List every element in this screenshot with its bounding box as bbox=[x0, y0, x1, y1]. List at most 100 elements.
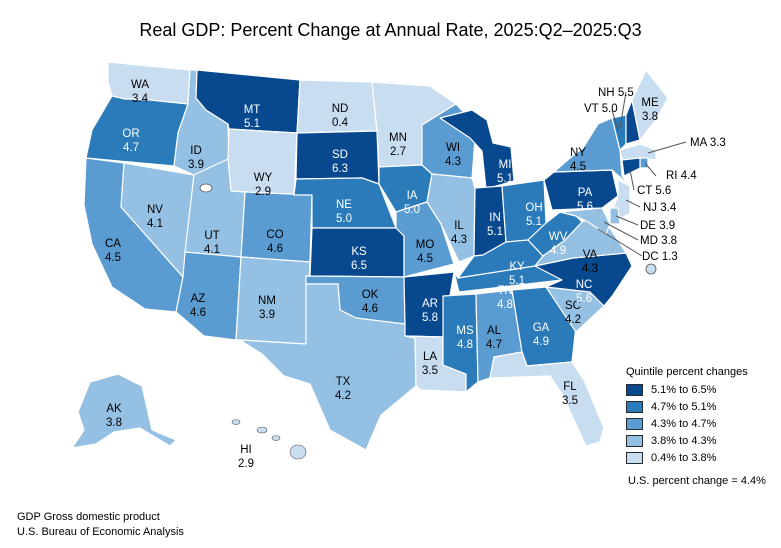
state-value: 4.9 bbox=[533, 336, 549, 348]
state-value: 4.6 bbox=[267, 243, 283, 255]
state-value: 4.1 bbox=[147, 218, 163, 230]
state-label-OK: OK 4.6 bbox=[362, 288, 379, 316]
state-label-IL: IL 4.3 bbox=[451, 219, 467, 247]
state-value: 4.7 bbox=[486, 339, 502, 351]
state-value: 4.4 bbox=[680, 170, 697, 182]
state-abbr: OR bbox=[122, 128, 140, 140]
legend-swatch bbox=[626, 452, 643, 464]
state-abbr: MD bbox=[640, 235, 658, 247]
callout-leaders bbox=[597, 91, 687, 257]
map-title: Real GDP: Percent Change at Annual Rate,… bbox=[139, 20, 642, 40]
state-label-MS: MS 4.8 bbox=[456, 324, 473, 352]
state-value: 3.5 bbox=[562, 395, 578, 407]
state-label-TN: TN 4.8 bbox=[497, 284, 513, 312]
state-label-CO: CO 4.6 bbox=[266, 228, 283, 256]
state-label-NC: NC 5.6 bbox=[576, 278, 593, 306]
state-HI bbox=[231, 419, 307, 460]
state-abbr: IL bbox=[454, 220, 464, 232]
state-value: 2.9 bbox=[255, 186, 271, 198]
state-label-NV: NV 4.1 bbox=[147, 203, 163, 231]
state-abbr: MO bbox=[415, 239, 435, 251]
state-abbr: WA bbox=[130, 79, 150, 91]
state-value: 4.3 bbox=[582, 263, 598, 275]
state-label-PA: PA 5.6 bbox=[577, 186, 593, 214]
state-label-KY: KY 5.1 bbox=[509, 260, 525, 288]
state-value: 5.1 bbox=[487, 226, 503, 238]
state-label-MT: MT 5.1 bbox=[244, 103, 261, 131]
state-label-AL: AL 4.7 bbox=[486, 324, 502, 352]
state-value: 3.3 bbox=[709, 137, 726, 149]
state-value: 3.9 bbox=[659, 220, 676, 232]
legend-item: 0.4% to 3.8% bbox=[626, 451, 748, 465]
state-WV bbox=[527, 211, 583, 257]
state-label-SD: SD 6.3 bbox=[332, 148, 348, 176]
state-label-FL: FL 3.5 bbox=[562, 380, 578, 408]
state-RI bbox=[639, 157, 649, 169]
state-abbr: OH bbox=[525, 202, 543, 214]
state-abbr: IN bbox=[489, 212, 501, 224]
legend-swatch bbox=[626, 401, 643, 413]
state-value: 3.4 bbox=[660, 202, 677, 214]
state-value: 5.8 bbox=[422, 312, 438, 324]
state-abbr: KY bbox=[509, 261, 525, 273]
state-value: 5.6 bbox=[655, 185, 672, 197]
state-label-OH: OH 5.1 bbox=[525, 201, 542, 229]
state-abbr: MT bbox=[243, 104, 261, 116]
state-label-OR: OR 4.7 bbox=[122, 127, 139, 155]
state-label-HI: HI 2.9 bbox=[238, 443, 254, 471]
state-FL bbox=[489, 351, 605, 447]
state-label-IA: IA 5.0 bbox=[404, 189, 420, 217]
state-abbr: ND bbox=[331, 103, 349, 115]
state-value: 5.1 bbox=[243, 118, 260, 130]
legend-label: 4.3% to 4.7% bbox=[651, 418, 717, 430]
state-value: 4.3 bbox=[445, 156, 461, 168]
state-label-ID: ID 3.9 bbox=[188, 144, 204, 172]
state-TX bbox=[239, 283, 417, 451]
state-abbr: HI bbox=[240, 444, 252, 456]
state-abbr: VA bbox=[582, 249, 598, 261]
state-label-AR: AR 5.8 bbox=[422, 297, 438, 325]
state-CT bbox=[621, 157, 641, 177]
state-abbr: CA bbox=[105, 238, 121, 250]
state-label-VA: VA 4.3 bbox=[582, 248, 598, 276]
lake-shapes bbox=[199, 183, 213, 193]
state-label-NY: NY 4.5 bbox=[570, 146, 586, 174]
state-value: 5.6 bbox=[576, 293, 592, 305]
state-abbr: MS bbox=[456, 325, 474, 337]
legend-item: 3.8% to 4.3% bbox=[626, 434, 748, 448]
state-abbr: NM bbox=[258, 295, 276, 307]
state-abbr: NY bbox=[570, 147, 586, 159]
state-abbr: MI bbox=[498, 159, 512, 171]
state-label-TX: TX 4.2 bbox=[335, 375, 351, 403]
state-abbr: NC bbox=[575, 279, 593, 291]
legend-label: 4.7% to 5.1% bbox=[651, 401, 717, 413]
state-value: 5.1 bbox=[497, 173, 513, 185]
state-abbr: FL bbox=[563, 381, 577, 393]
state-label-WY: WY 2.9 bbox=[254, 171, 273, 199]
state-value: 4.6 bbox=[190, 307, 206, 319]
state-value: 2.9 bbox=[238, 458, 254, 470]
state-label-KS: KS 6.5 bbox=[351, 245, 367, 273]
state-value: 3.8 bbox=[106, 417, 122, 429]
legend-label: 0.4% to 3.8% bbox=[651, 452, 717, 464]
state-label-ND: ND 0.4 bbox=[332, 102, 349, 130]
state-value: 6.3 bbox=[332, 163, 348, 175]
state-value: 5.1 bbox=[509, 275, 525, 287]
state-DE bbox=[609, 207, 621, 225]
legend-item: 5.1% to 6.5% bbox=[626, 383, 748, 397]
state-abbr: NV bbox=[147, 204, 163, 216]
legend-title: Quintile percent changes bbox=[626, 366, 748, 378]
state-value: 5.0 bbox=[601, 103, 618, 115]
state-abbr: MA bbox=[690, 137, 707, 149]
state-value: 4.9 bbox=[550, 245, 566, 257]
state-abbr: GA bbox=[532, 322, 550, 334]
state-IL bbox=[426, 173, 476, 263]
state-abbr: AK bbox=[106, 403, 122, 415]
state-label-UT: UT 4.1 bbox=[204, 229, 220, 257]
state-label-MN: MN 2.7 bbox=[389, 131, 407, 159]
state-label-IN: IN 5.1 bbox=[487, 211, 503, 239]
state-value: 4.3 bbox=[451, 234, 467, 246]
state-label-NH: NH 5.5 bbox=[598, 86, 634, 100]
